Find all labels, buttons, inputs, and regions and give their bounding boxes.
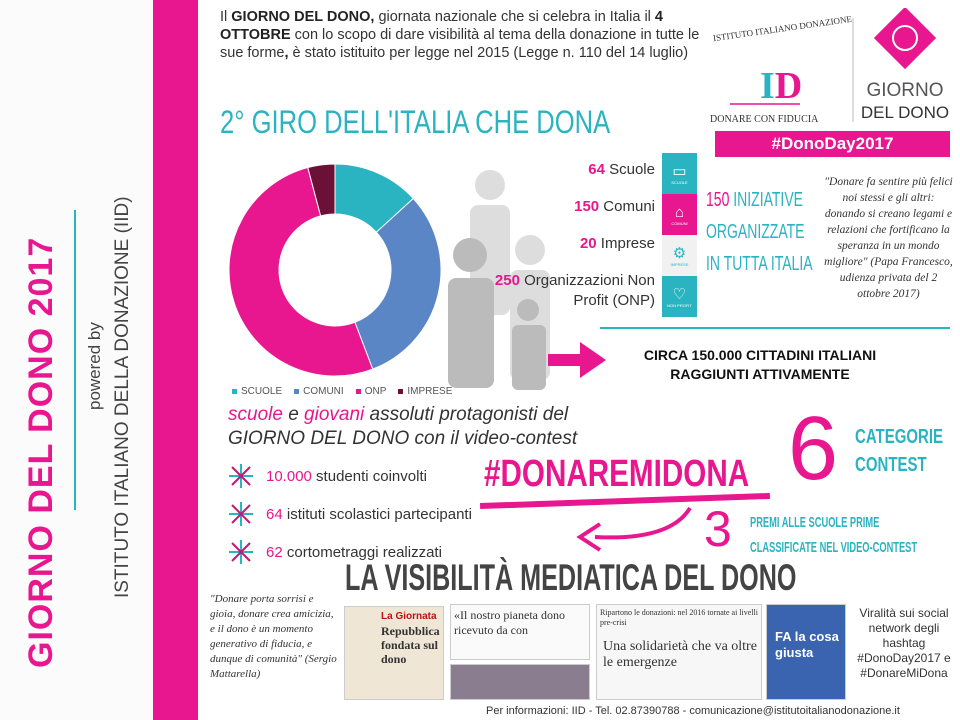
papa-quote: "Donare fa sentire più felici noi stessi… — [824, 176, 953, 300]
svg-text:GIORNO: GIORNO — [866, 80, 943, 101]
book-icon: ▭ SCUOLE — [662, 153, 697, 194]
svg-text:ISTITUTO ITALIANO DONAZIONE: ISTITUTO ITALIANO DONAZIONE — [712, 14, 853, 43]
stat-onp: 250 Organizzazioni Non Profit (ONP) — [494, 272, 655, 309]
bullet-item: 62 cortometraggi realizzati — [228, 539, 442, 565]
footer-contact: Per informazioni: IID - Tel. 02.87390788… — [486, 705, 900, 717]
donut-slice-imprese — [307, 163, 336, 217]
sidebar-org: ISTITUTO ITALIANO DELLA DONAZIONE (IID) — [112, 196, 133, 598]
bullet-item: 10.000 studenti coinvolti — [228, 463, 427, 489]
curved-arrow-icon — [576, 506, 692, 552]
town-hall-icon: ⌂ COMUNI — [662, 194, 697, 235]
bullet-item: 64 istituti scolastici partecipanti — [228, 501, 472, 527]
legend-item: IMPRESE — [398, 386, 452, 397]
tv-screenshot: FA la cosa giusta — [766, 604, 846, 700]
press-clipping: La Giornata Repubblica fondata sul dono — [344, 606, 444, 700]
stat-scuole: 64 Scuole — [588, 161, 655, 178]
divider — [74, 210, 76, 510]
hashtag-banner: #DonoDay2017 — [715, 131, 950, 157]
tv-screenshot — [450, 664, 590, 700]
categories-count: 6 — [788, 399, 839, 499]
chart-legend: SCUOLE COMUNI ONP IMPRESE — [232, 386, 452, 397]
arrow-right-icon — [548, 342, 606, 378]
social-virality: Viralità sui social network degli hashta… — [857, 606, 951, 680]
sidebar-title: GIORNO DEL DONO 2017 — [22, 236, 60, 668]
legend-item: ONP — [355, 386, 386, 397]
powered-by: powered by — [85, 322, 104, 410]
donut-slice-comuni — [354, 197, 442, 370]
divider — [600, 327, 950, 329]
contest-heading: scuole e giovani assoluti protagonisti d… — [228, 404, 578, 449]
svg-text:ID: ID — [760, 65, 802, 107]
iniziative-text: 150 INIZIATIVE ORGANIZZATE IN TUTTA ITALIA — [706, 189, 813, 275]
prizes-label: PREMI ALLE SCUOLE PRIME CLASSIFICATE NEL … — [750, 514, 918, 556]
intro-text: Il GIORNO DEL DONO, giornata nazionale c… — [220, 9, 700, 61]
prizes-count: 3 — [704, 501, 732, 557]
logo: ID ISTITUTO ITALIANO DONAZIONE DONARE CO… — [705, 6, 955, 128]
donut-chart — [228, 163, 442, 377]
stats-list: 64 Scuole 150 Comuni 20 Imprese 250 Orga… — [470, 160, 655, 328]
svg-text:DEL DONO: DEL DONO — [861, 103, 949, 122]
sidebar — [0, 0, 153, 720]
gears-icon: ⚙ IMPRESE — [662, 235, 697, 276]
mattarella-quote: "Donare porta sorrisi e gioia, donare cr… — [210, 593, 337, 680]
pink-stripe — [153, 0, 198, 720]
asterisk-icon — [229, 540, 253, 564]
heart-icon: ♡ NON PROFIT — [662, 276, 697, 317]
legend-swatch — [232, 388, 237, 394]
press-clipping: «Il nostro pianeta dono ricevuto da con — [450, 604, 590, 660]
legend-item: COMUNI — [294, 386, 344, 397]
categories-label: CATEGORIE CONTEST — [855, 426, 944, 476]
legend-swatch — [398, 388, 404, 394]
donut-slice-onp — [228, 166, 374, 377]
legend-swatch — [294, 388, 300, 394]
visibility-heading: LA VISIBILITÀ MEDIATICA DEL DONO — [345, 557, 797, 598]
stat-imprese: 20 Imprese — [579, 235, 655, 252]
stat-comuni: 150 Comuni — [574, 198, 655, 215]
legend-item: SCUOLE — [232, 386, 282, 397]
citizens-reached: CIRCA 150.000 CITTADINI ITALIANI RAGGIUNT… — [643, 347, 877, 382]
svg-text:DONARE CON FIDUCIA: DONARE CON FIDUCIA — [710, 114, 819, 125]
legend-swatch — [355, 388, 361, 394]
people-silhouettes-icon — [448, 170, 550, 390]
asterisk-icon — [229, 502, 253, 526]
section-title: 2° GIRO DELL'ITALIA CHE DONA — [220, 104, 611, 140]
press-clipping: Ripartono le donazioni: nel 2016 tornate… — [596, 604, 762, 700]
contest-hashtag: #DONAREMIDONA — [484, 453, 750, 495]
asterisk-icon — [229, 464, 253, 488]
